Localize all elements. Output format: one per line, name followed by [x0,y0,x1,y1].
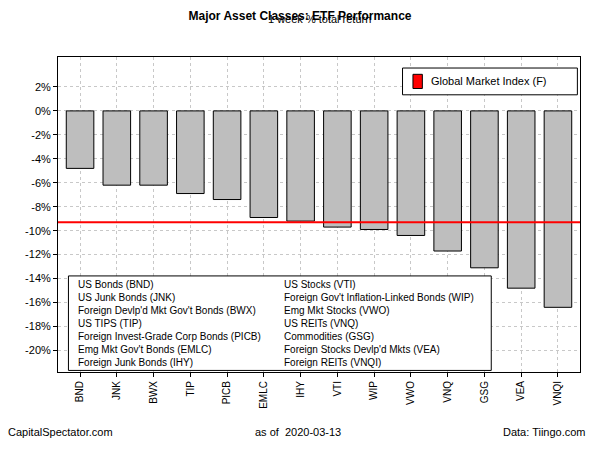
svg-text:JNK: JNK [111,381,122,400]
svg-text:CapitalSpectator.com: CapitalSpectator.com [8,426,113,438]
svg-text:as of 2020-03-13: as of 2020-03-13 [255,426,341,438]
svg-text:GSG: GSG [479,381,490,403]
svg-text:VNQI: VNQI [552,381,563,405]
svg-text:BWX: BWX [148,381,159,404]
svg-text:VTI: VTI [332,381,343,397]
svg-text:-8%: -8% [31,201,51,213]
svg-text:EMLC: EMLC [258,381,269,409]
svg-text:2%: 2% [35,81,51,93]
svg-text:Global Market Index (F): Global Market Index (F) [431,75,547,87]
svg-text:Major Asset Classes: ETF Perfo: Major Asset Classes: ETF Performance [189,9,412,23]
svg-text:-12%: -12% [25,248,51,260]
svg-text:-14%: -14% [25,272,51,284]
svg-text:1 week % total return: 1 week % total return [268,13,371,25]
svg-text:BND: BND [74,381,85,402]
svg-text:0%: 0% [35,105,51,117]
svg-text:TIP: TIP [185,381,196,397]
svg-text:US Stocks (VTI)Foreign Gov't I: US Stocks (VTI)Foreign Gov't Inflation-L… [284,279,474,368]
svg-text:-18%: -18% [25,320,51,332]
svg-text:-20%: -20% [25,344,51,356]
svg-text:IHY: IHY [295,381,306,398]
svg-text:VWO: VWO [405,381,416,405]
svg-text:-16%: -16% [25,296,51,308]
svg-text:VEA: VEA [515,381,526,401]
svg-text:VNQ: VNQ [442,381,453,403]
svg-text:US Bonds (BND)US Junk Bonds (J: US Bonds (BND)US Junk Bonds (JNK)Foreign… [78,279,261,368]
svg-text:-10%: -10% [25,225,51,237]
svg-text:-4%: -4% [31,153,51,165]
svg-text:-2%: -2% [31,129,51,141]
svg-text:PICB: PICB [221,381,232,405]
svg-text:-6%: -6% [31,177,51,189]
svg-text:WIP: WIP [368,381,379,400]
svg-text:Data: Tiingo.com: Data: Tiingo.com [503,426,586,438]
